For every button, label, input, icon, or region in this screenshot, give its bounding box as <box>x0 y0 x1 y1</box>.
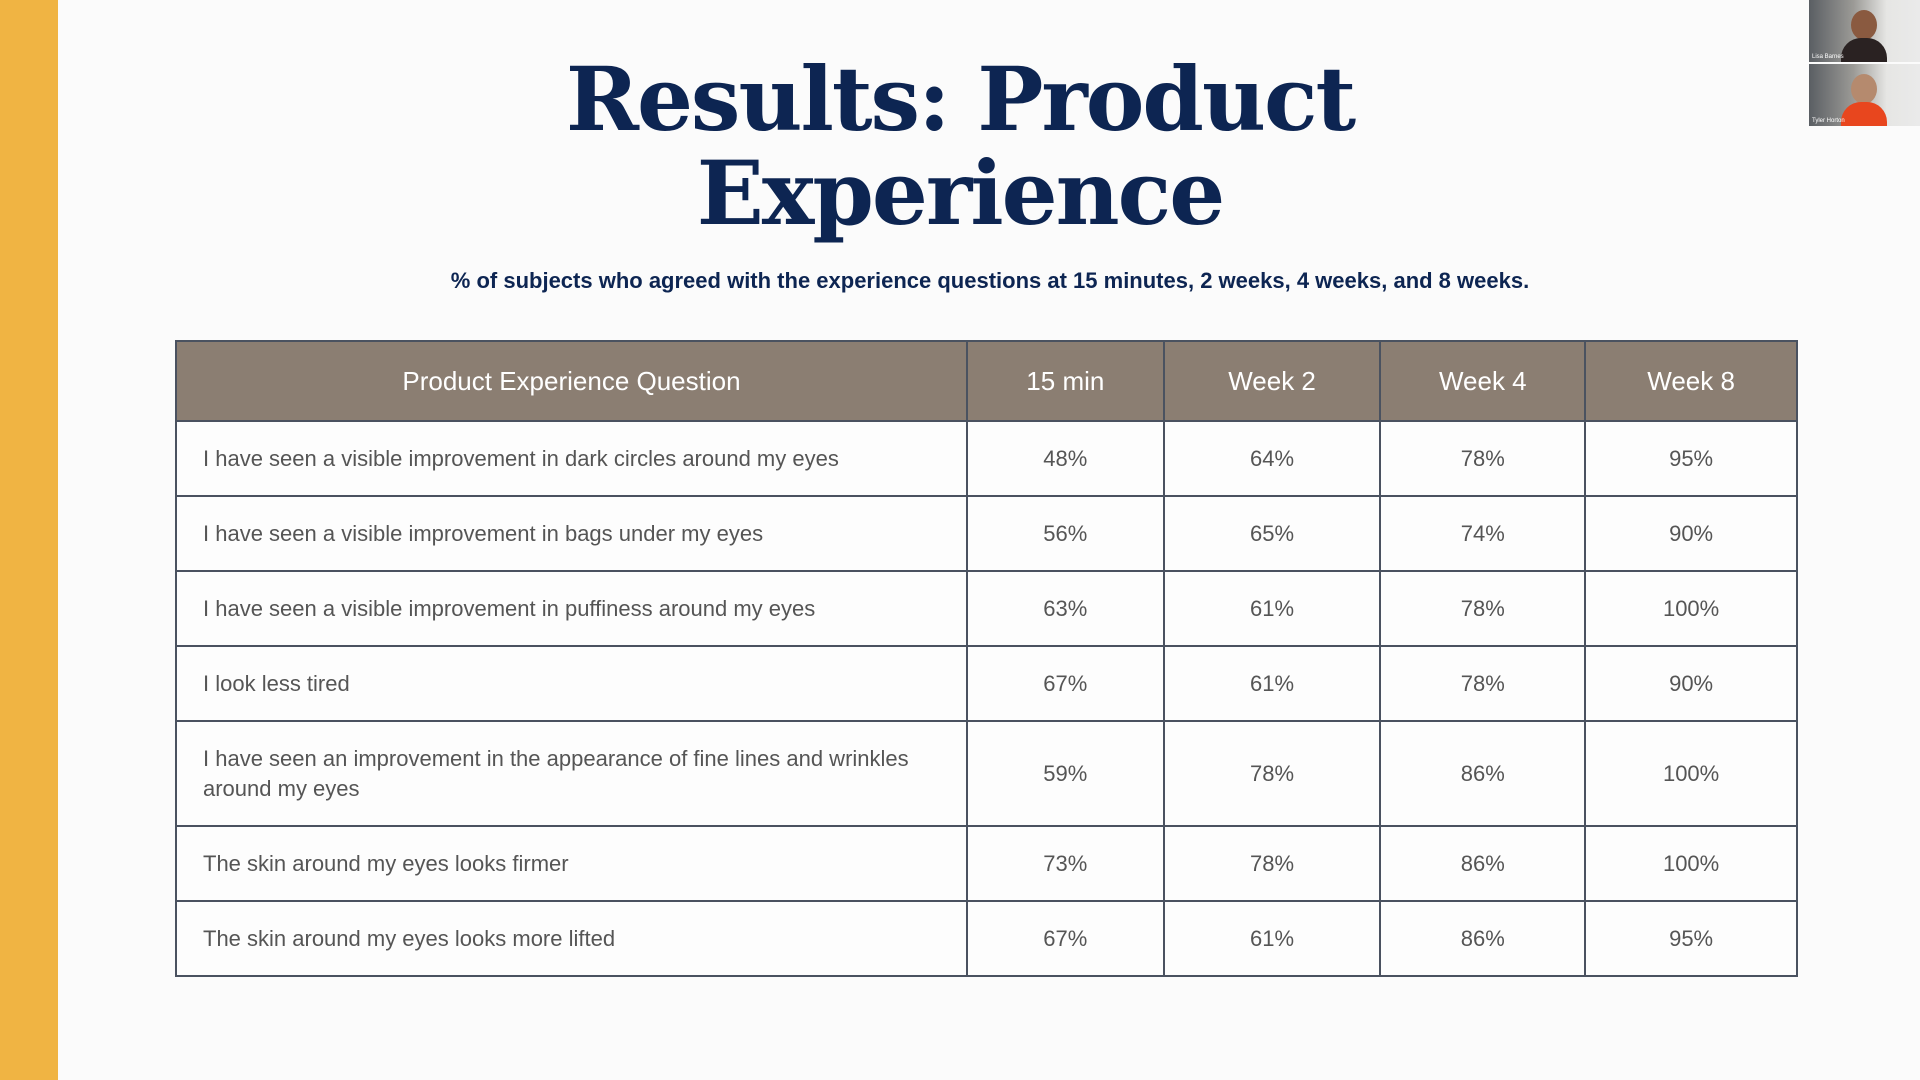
header-week-2: Week 2 <box>1162 340 1382 422</box>
value-cell: 73% <box>965 825 1165 902</box>
participant-avatar <box>1851 74 1877 104</box>
participant-body <box>1841 102 1887 126</box>
table-row: I have seen a visible improvement in bag… <box>175 495 1798 572</box>
value-cell: 67% <box>965 900 1165 977</box>
value-cell: 61% <box>1162 570 1382 647</box>
value-cell: 86% <box>1379 720 1587 827</box>
value-cell: 86% <box>1379 825 1587 902</box>
table-row: I have seen an improvement in the appear… <box>175 720 1798 827</box>
slide-title: Results: Product Experience <box>0 52 1920 240</box>
title-line-2: Experience <box>696 141 1225 245</box>
question-cell: I have seen a visible improvement in puf… <box>175 570 968 647</box>
value-cell: 74% <box>1379 495 1587 572</box>
header-week-4: Week 4 <box>1379 340 1587 422</box>
video-participants: Lisa Barnes Tyler Horton <box>1809 0 1920 128</box>
question-cell: I have seen a visible improvement in bag… <box>175 495 968 572</box>
participant-body <box>1841 38 1887 62</box>
table-row: The skin around my eyes looks firmer 73% 7… <box>175 825 1798 902</box>
participant-video[interactable]: Lisa Barnes <box>1809 0 1920 62</box>
value-cell: 100% <box>1584 825 1798 902</box>
table-row: The skin around my eyes looks more lifte… <box>175 900 1798 977</box>
value-cell: 95% <box>1584 420 1798 497</box>
question-cell: The skin around my eyes looks firmer <box>175 825 968 902</box>
header-question: Product Experience Question <box>175 340 968 422</box>
value-cell: 67% <box>965 645 1165 722</box>
question-cell: I have seen an improvement in the appear… <box>175 720 968 827</box>
participant-video[interactable]: Tyler Horton <box>1809 64 1920 126</box>
question-cell: I have seen a visible improvement in dar… <box>175 420 968 497</box>
value-cell: 100% <box>1584 720 1798 827</box>
title-line-1: Results: Product <box>565 47 1356 151</box>
value-cell: 59% <box>965 720 1165 827</box>
header-week-8: Week 8 <box>1584 340 1798 422</box>
table-row: I have seen a visible improvement in puf… <box>175 570 1798 647</box>
value-cell: 64% <box>1162 420 1382 497</box>
header-15-min: 15 min <box>965 340 1165 422</box>
table-row: I look less tired 67% 61% 78% 90% <box>175 645 1798 722</box>
table-row: I have seen a visible improvement in dar… <box>175 420 1798 497</box>
value-cell: 48% <box>965 420 1165 497</box>
accent-bar <box>0 0 58 1080</box>
value-cell: 78% <box>1379 420 1587 497</box>
question-cell: The skin around my eyes looks more lifte… <box>175 900 968 977</box>
value-cell: 63% <box>965 570 1165 647</box>
value-cell: 78% <box>1162 720 1382 827</box>
slide-subtitle: % of subjects who agreed with the experi… <box>450 268 1530 293</box>
question-cell: I look less tired <box>175 645 968 722</box>
value-cell: 95% <box>1584 900 1798 977</box>
value-cell: 78% <box>1379 570 1587 647</box>
value-cell: 78% <box>1162 825 1382 902</box>
value-cell: 90% <box>1584 495 1798 572</box>
value-cell: 78% <box>1379 645 1587 722</box>
value-cell: 100% <box>1584 570 1798 647</box>
participant-name: Tyler Horton <box>1812 118 1845 124</box>
participant-name: Lisa Barnes <box>1812 54 1844 60</box>
value-cell: 90% <box>1584 645 1798 722</box>
value-cell: 56% <box>965 495 1165 572</box>
value-cell: 86% <box>1379 900 1587 977</box>
value-cell: 65% <box>1162 495 1382 572</box>
value-cell: 61% <box>1162 645 1382 722</box>
participant-avatar <box>1851 10 1877 40</box>
value-cell: 61% <box>1162 900 1382 977</box>
